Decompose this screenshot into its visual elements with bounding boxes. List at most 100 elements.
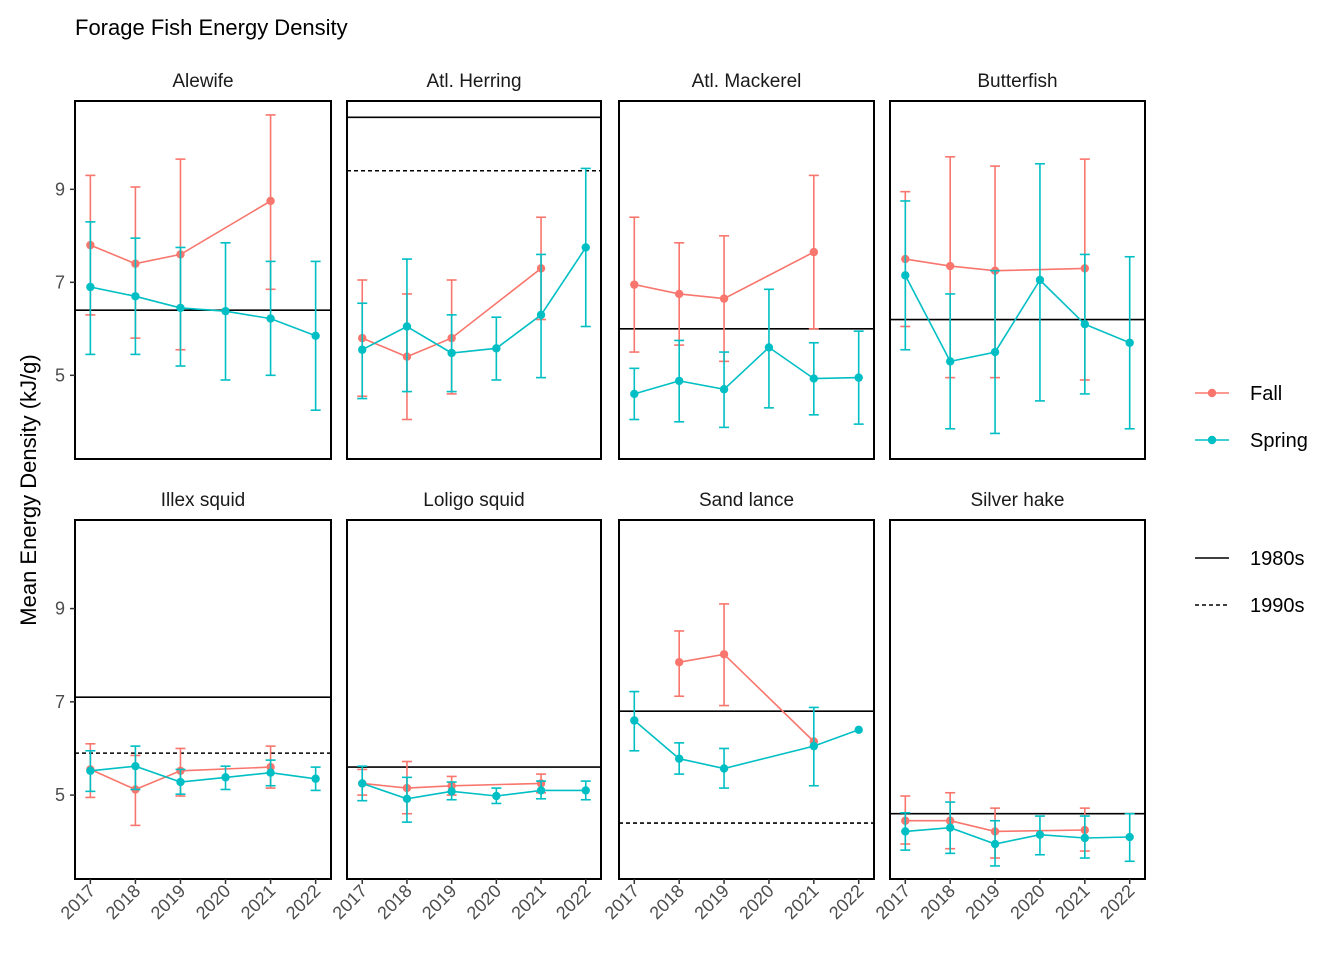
x-tick-label: 2022 [1096,881,1138,923]
data-point-spring [809,741,819,751]
y-axis-label: Mean Energy Density (kJ/g) [16,354,41,625]
series-line-spring [90,765,316,783]
x-tick-label: 2018 [646,881,688,923]
data-point-spring [221,773,230,782]
data-point-spring [447,348,456,358]
data-point-spring [176,303,185,313]
data-point-spring [1035,275,1045,285]
x-tick-label: 2020 [463,881,505,923]
x-tick-label: 2017 [329,881,371,923]
data-point-spring [901,827,910,836]
data-point-spring [492,791,501,801]
data-point-spring [176,777,185,787]
x-tick-label: 2022 [825,881,867,923]
data-point-spring [674,754,684,763]
series-line-spring [634,346,859,395]
data-point-spring [131,761,140,771]
x-tick-label: 2019 [147,881,189,923]
y-tick-label: 9 [55,599,65,619]
data-point-spring [402,322,412,331]
panel-border [74,519,332,880]
data-point-spring [1080,319,1090,329]
panel-title: Atl. Mackerel [692,71,802,92]
series-line-fall [634,251,815,300]
x-tick-label: 2019 [418,881,460,923]
data-point-spring [945,823,955,832]
x-tick-label: 2020 [192,881,234,923]
data-point-spring [536,786,546,795]
legend-label-1980s: 1980s [1250,548,1305,570]
y-tick-label: 7 [55,272,65,292]
series-line-spring [361,782,586,800]
series-line-spring [361,247,587,354]
panel-title: Silver hake [971,490,1065,511]
panel-border [618,519,875,880]
data-point-spring [1125,338,1134,347]
x-tick-label: 2021 [1051,881,1093,923]
panel-title: Sand lance [699,490,794,511]
series-line-fall [362,782,542,789]
y-tick-label: 5 [55,785,65,805]
data-point-spring [131,292,140,301]
data-point-spring [266,768,275,777]
series-line-fall [361,267,542,358]
series-line-spring [633,719,859,770]
data-point-spring [764,343,774,352]
series-line-spring [90,286,316,337]
data-point-spring [581,786,590,795]
x-tick-label: 2018 [102,881,144,923]
data-point-spring [581,243,590,252]
panel-border [346,100,602,460]
panel-title: Atl. Herring [426,71,521,92]
x-tick-label: 2017 [601,881,643,923]
panel-title: Illex squid [161,490,246,511]
data-point-spring [1035,830,1045,839]
data-point-fall [674,658,684,667]
data-point-spring [1080,833,1090,843]
x-tick-label: 2020 [1006,881,1048,923]
legend-label-1990s: 1990s [1250,595,1305,617]
data-point-spring [358,779,367,788]
data-point-spring [86,282,95,292]
data-point-spring [854,373,863,382]
data-point-spring [1125,832,1134,842]
legend-label-fall: Fall [1250,383,1282,405]
data-point-spring [402,794,412,804]
data-point-spring [945,357,955,366]
panel-border [889,100,1146,460]
y-tick-label: 9 [55,179,65,199]
panel-title: Butterfish [977,71,1057,92]
data-point-spring [990,347,1000,357]
series-line-spring [905,826,1130,845]
data-point-spring [86,766,95,776]
data-point-fall [809,247,819,257]
data-point-spring [719,764,729,773]
data-point-spring [809,374,819,383]
data-point-fall [630,280,639,289]
data-point-spring [901,271,910,280]
data-point-spring [674,376,684,386]
y-tick-label: 5 [55,365,65,385]
data-point-fall [719,294,729,303]
series-line-fall [90,200,272,265]
x-tick-label: 2021 [507,881,549,923]
data-point-fall [266,196,275,206]
data-point-fall [674,289,684,299]
chart-title: Forage Fish Energy Density [75,15,348,40]
y-tick-label: 7 [55,692,65,712]
data-point-spring [221,306,230,316]
panel-title: Alewife [172,71,233,92]
data-point-spring [719,385,729,394]
series-line-spring [904,275,1131,363]
x-tick-label: 2018 [373,881,415,923]
data-point-spring [854,725,863,735]
x-tick-label: 2021 [780,881,822,923]
data-point-spring [266,314,275,323]
data-point-spring [311,774,320,783]
x-tick-label: 2017 [57,881,99,923]
x-tick-label: 2019 [961,881,1003,923]
x-tick-label: 2022 [552,881,594,923]
panel-title: Loligo squid [423,490,524,511]
